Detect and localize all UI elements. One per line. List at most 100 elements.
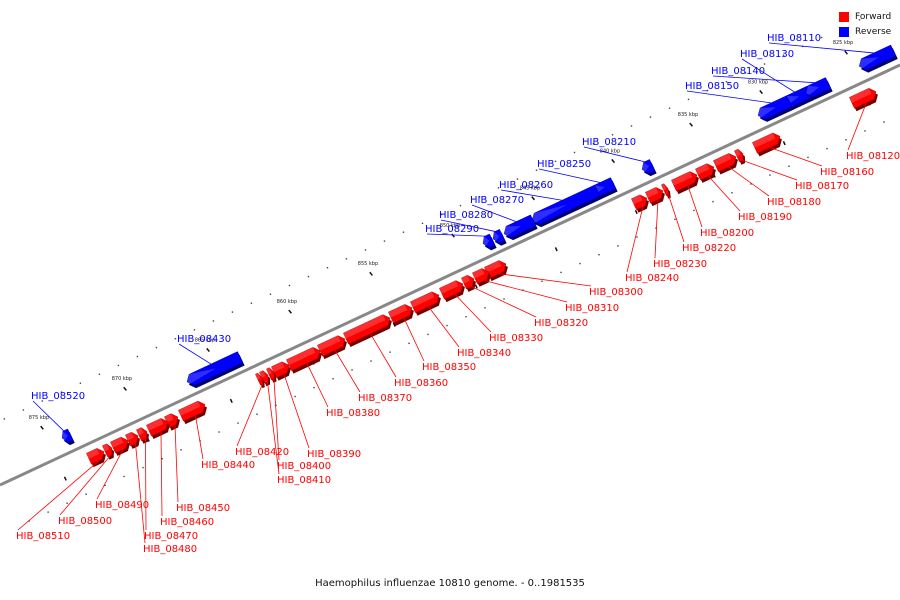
minor-tick-mark [174, 338, 177, 340]
tick-label: 825 kbp [833, 40, 853, 46]
gene-arrow [410, 291, 440, 314]
gene-highlight [146, 418, 164, 431]
minor-tick-mark [275, 404, 277, 407]
gene-arrow [178, 400, 206, 422]
tick-label: 830 kbp [748, 79, 768, 85]
gene-highlight [164, 413, 174, 423]
gene-label: HIB_08230 [653, 259, 707, 270]
gene-arrow [186, 351, 243, 386]
gene-label: HIB_08480 [143, 544, 197, 555]
gene-highlight [461, 275, 470, 284]
minor-tick-mark [104, 484, 106, 487]
gene-arrow [266, 367, 275, 381]
minor-tick-mark [788, 165, 790, 167]
gene-arrow [661, 183, 670, 197]
gene-highlight [504, 226, 521, 236]
label-leader [334, 350, 361, 393]
minor-tick-mark [655, 227, 657, 229]
label-leader [96, 449, 124, 500]
minor-tick-mark [465, 315, 467, 318]
gene-arrow [86, 448, 105, 465]
gene-label: HIB_08430 [177, 334, 231, 345]
minor-tick-mark [782, 54, 785, 56]
gene-arrow [388, 304, 413, 324]
gene-highlight [493, 231, 500, 241]
minor-tick-mark [573, 151, 576, 154]
gene-arrow [110, 436, 129, 454]
label-leader [583, 146, 645, 163]
minor-tick-mark [731, 192, 733, 194]
gene-highlight [484, 260, 502, 273]
minor-tick-mark [389, 351, 391, 353]
label-leader [471, 204, 517, 223]
minor-tick-mark [744, 72, 747, 74]
gene-arrow [631, 194, 648, 211]
minor-tick-mark [554, 160, 557, 163]
gene-highlight [266, 367, 272, 375]
gene-hib-08190 [695, 163, 716, 183]
minor-tick-mark [47, 511, 49, 513]
gene-label: HIB_08260 [499, 180, 553, 191]
minor-tick-mark [858, 19, 861, 21]
gene-highlight [343, 314, 386, 339]
major-tick-mark [689, 122, 693, 127]
major-tick-mark [369, 271, 373, 276]
minor-tick-mark [288, 284, 291, 287]
minor-tick-mark [212, 320, 215, 322]
gene-hib-08240 [631, 194, 649, 213]
label-leader [135, 443, 146, 544]
gene-highlight [758, 107, 776, 118]
gene-label: HIB_08520 [31, 391, 85, 402]
minor-tick-mark [883, 121, 885, 123]
gene-label: HIB_08240 [625, 273, 679, 284]
label-leader [654, 199, 659, 259]
minor-tick-mark [598, 254, 600, 256]
gene-label: HIB_08250 [537, 159, 591, 170]
gene-hib-08320 [461, 274, 476, 292]
legend-item-reverse: Reverse [839, 24, 891, 39]
gene-hib-08350 [388, 304, 414, 326]
gene-highlight [671, 171, 693, 186]
label-leader [59, 454, 112, 516]
minor-tick-mark [307, 275, 310, 278]
gene-hib-08480 [125, 431, 140, 449]
gene-label: HIB_08110 [767, 33, 821, 44]
gene-hib-08180 [713, 153, 738, 175]
gene-highlight [86, 448, 100, 459]
gene-hib-08510 [86, 448, 106, 468]
minor-tick-mark [440, 213, 443, 216]
label-leader [768, 42, 874, 54]
label-leaders [17, 42, 874, 544]
gene-hib-08120 [849, 88, 878, 112]
minor-tick-mark [497, 187, 500, 189]
gene-labels: HIB_08110 HIB_08120 HIB_08130 HIB_08140 HIB_… [16, 33, 900, 555]
gene-hib-08230 [645, 187, 665, 207]
gene-arrow [343, 314, 391, 345]
label-leader [500, 189, 563, 201]
gene-label: HIB_08370 [358, 393, 412, 404]
gene-highlight [439, 280, 459, 294]
genome-backbone [0, 63, 900, 487]
minor-tick-mark [117, 364, 120, 367]
gene-label: HIB_08270 [470, 195, 524, 206]
gene-highlight [259, 370, 266, 378]
minor-tick-mark [668, 107, 671, 109]
gene-highlight [102, 443, 110, 452]
minor-tick-mark [712, 200, 714, 203]
gene-highlight [859, 57, 879, 68]
label-leader [728, 166, 770, 197]
label-leader [687, 185, 703, 228]
tick-label: 850 kbp [440, 223, 460, 229]
minor-tick-mark [60, 391, 63, 393]
label-leader [471, 286, 537, 318]
minor-tick-mark [269, 293, 272, 296]
gene-highlight [286, 347, 316, 366]
minor-tick-mark [579, 262, 581, 265]
gene-hib-08440 [178, 400, 207, 425]
tick-label: 870 kbp [112, 376, 132, 382]
legend-label-forward: Forward [855, 11, 892, 22]
minor-tick-mark [237, 422, 239, 424]
gene-label: HIB_08280 [439, 210, 493, 221]
minor-tick-mark [370, 360, 372, 362]
gene-hib-08290 [482, 233, 497, 251]
